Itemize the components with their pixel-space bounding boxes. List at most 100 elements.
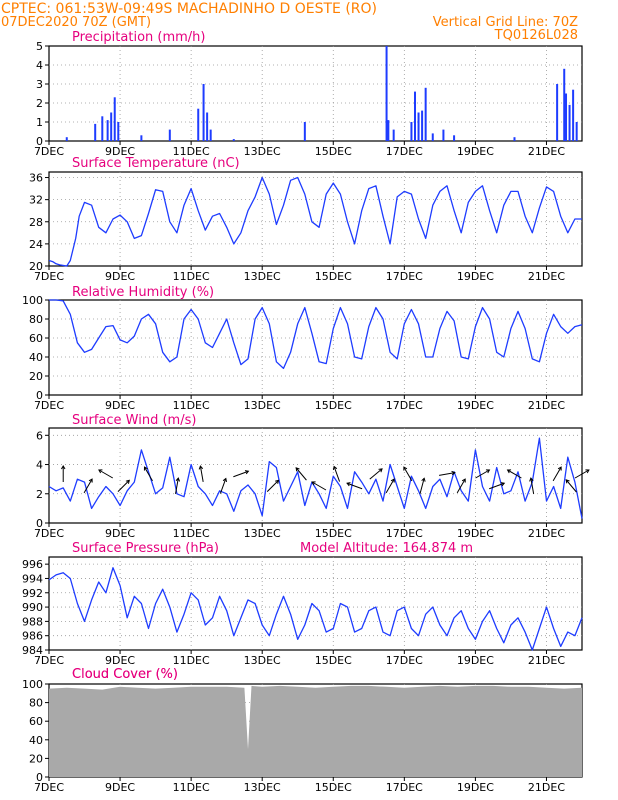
- precip-xtick-label: 21DEC: [528, 145, 565, 158]
- wind-xtick-label: 15DEC: [315, 527, 352, 540]
- precip-ytick-label: 0: [36, 135, 43, 148]
- wind-arrow: [266, 479, 279, 493]
- precip-bar: [453, 135, 456, 141]
- cloud-xtick-label: 17DEC: [386, 781, 423, 794]
- precip-xtick-label: 19DEC: [457, 145, 494, 158]
- wind-arrow-head: [500, 482, 506, 487]
- precip-bar: [140, 135, 143, 141]
- precip-bar: [206, 112, 209, 141]
- rh-xtick-label: 21DEC: [528, 399, 565, 412]
- precip-bar: [117, 122, 120, 141]
- pres-xtick-label: 9DEC: [105, 654, 135, 667]
- precip-ytick-label: 1: [36, 116, 43, 129]
- precip-bar: [413, 91, 416, 141]
- wind-arrow: [117, 479, 130, 493]
- wind-arrow-head: [346, 482, 351, 487]
- temp-title: Surface Temperature (nC): [72, 156, 240, 171]
- precip-bar: [303, 122, 306, 141]
- wind-arrow: [419, 478, 425, 494]
- wind-arrow-head: [88, 478, 93, 483]
- rh-ytick-label: 60: [29, 332, 43, 345]
- cloud-ytick-label: 40: [29, 734, 43, 747]
- precip-xtick-label: 17DEC: [386, 145, 423, 158]
- wind-title: Surface Wind (m/s): [72, 413, 196, 428]
- rh-xtick-label: 17DEC: [386, 399, 423, 412]
- cloud-ytick-label: 60: [29, 715, 43, 728]
- pres-xtick-label: 19DEC: [457, 654, 494, 667]
- wind-arrow-head: [198, 465, 204, 470]
- pres-ytick-label: 986: [22, 630, 43, 643]
- pres-title: Surface Pressure (hPa): [72, 541, 219, 556]
- pres-xtick-label: 11DEC: [173, 654, 210, 667]
- wind-arrow-head: [585, 469, 590, 474]
- wind-arrow: [199, 466, 204, 482]
- precip-bar: [232, 139, 235, 141]
- cloud-xtick-label: 19DEC: [457, 781, 494, 794]
- cloud-xtick-label: 11DEC: [173, 781, 210, 794]
- pres-ytick-label: 990: [22, 601, 43, 614]
- pres-ytick-label: 996: [22, 558, 43, 571]
- temp-ytick-label: 36: [29, 172, 43, 185]
- precip-bar: [421, 110, 424, 141]
- pres-xtick-label: 17DEC: [386, 654, 423, 667]
- precip-bar: [442, 129, 445, 141]
- wind-arrow: [489, 482, 505, 490]
- wind-arrow: [507, 469, 522, 479]
- wind-arrow-head: [485, 469, 491, 474]
- precip-bar: [565, 93, 568, 141]
- temp-xtick-label: 21DEC: [528, 270, 565, 283]
- wind-arrow-head: [175, 477, 181, 482]
- pres-extra: Model Altitude: 164.874 m: [300, 541, 473, 556]
- cloud-xtick-label: 15DEC: [315, 781, 352, 794]
- header-datetime: 07DEC2020 70Z (GMT): [1, 15, 151, 30]
- rh-ytick-label: 40: [29, 351, 43, 364]
- precip-bar: [385, 46, 388, 141]
- temp-xtick-label: 19DEC: [457, 270, 494, 283]
- wind-arrow: [439, 472, 455, 476]
- cloud-ytick-label: 0: [36, 771, 43, 784]
- wind-arrow: [385, 478, 395, 494]
- precip-ytick-label: 3: [36, 78, 43, 91]
- wind-arrow: [403, 466, 413, 482]
- wind-arrow-head: [421, 477, 426, 482]
- precip-xtick-label: 7DEC: [34, 145, 64, 158]
- wind-arrow: [333, 466, 341, 482]
- wind-arrow-head: [274, 479, 280, 484]
- wind-arrow-head: [451, 470, 456, 476]
- temp-frame: [48, 171, 583, 267]
- wind-arrow: [144, 466, 153, 482]
- precip-xtick-label: 9DEC: [105, 145, 135, 158]
- wind-arrow: [83, 478, 93, 494]
- temp-xtick-label: 11DEC: [173, 270, 210, 283]
- precip-bar: [65, 137, 68, 141]
- wind-arrow-head: [529, 477, 534, 482]
- pres-ytick-label: 988: [22, 615, 43, 628]
- precip-bar: [417, 112, 420, 141]
- wind-arrow: [565, 479, 577, 493]
- precip-bar: [168, 129, 171, 141]
- wind-arrow: [295, 467, 307, 481]
- precip-bar: [94, 123, 97, 141]
- rh-xtick-label: 9DEC: [105, 399, 135, 412]
- wind-arrow: [475, 469, 490, 479]
- wind-arrow-head: [461, 478, 466, 483]
- precip-bar: [387, 120, 390, 141]
- wind-arrow-head: [60, 465, 66, 470]
- pres-xtick-label: 21DEC: [528, 654, 565, 667]
- precip-bar: [568, 104, 571, 141]
- pres-xtick-label: 7DEC: [34, 654, 64, 667]
- wind-arrow: [346, 482, 363, 490]
- wind-arrow: [233, 470, 249, 478]
- wind-xtick-label: 13DEC: [244, 527, 281, 540]
- precip-xtick-label: 11DEC: [173, 145, 210, 158]
- precip-bar: [101, 116, 104, 141]
- wind-xtick-label: 21DEC: [528, 527, 565, 540]
- wind-arrow: [98, 469, 114, 479]
- precip-bar: [572, 89, 575, 141]
- precip-xtick-label: 15DEC: [315, 145, 352, 158]
- cloud-xtick-label: 13DEC: [244, 781, 281, 794]
- wind-arrow-head: [295, 467, 300, 472]
- precip-bar: [513, 137, 516, 141]
- cloud-area: [49, 685, 582, 777]
- rh-xtick-label: 15DEC: [315, 399, 352, 412]
